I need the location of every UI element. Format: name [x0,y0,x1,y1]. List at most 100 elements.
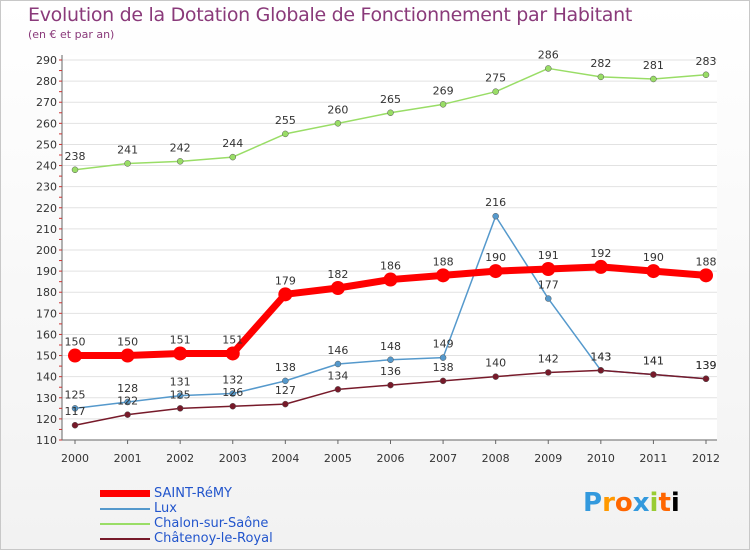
data-label: 238 [65,150,86,163]
data-label: 141 [643,355,664,368]
data-label: 242 [170,141,191,154]
y-tick-label: 130 [36,392,57,405]
data-point [71,421,79,429]
data-label: 126 [222,386,243,399]
legend-label: Lux [154,501,177,516]
chart-subtitle: (en € et par an) [28,28,115,41]
data-point [597,73,605,81]
y-tick-label: 170 [36,307,57,320]
data-point [702,71,710,79]
legend-item: Châtenoy-le-Royal [100,531,273,546]
y-tick-label: 110 [36,434,57,447]
data-label: 286 [538,48,559,61]
x-tick-label: 2005 [324,452,352,465]
data-label: 134 [327,369,348,382]
data-point [334,386,342,393]
data-label: 148 [380,340,401,353]
x-tick-label: 2007 [429,452,457,465]
data-point [176,158,184,165]
data-point [439,354,447,361]
legend-swatch [100,490,150,497]
data-point [699,268,713,283]
data-point [71,405,79,412]
data-label: 269 [433,84,454,97]
data-label: 149 [433,338,454,351]
y-tick-label: 120 [36,413,57,426]
data-point [173,346,188,361]
data-point [545,295,552,302]
x-tick-label: 2000 [61,452,89,465]
data-point [702,375,710,383]
data-label: 182 [327,268,348,281]
data-label: 150 [117,336,138,349]
data-label: 275 [485,72,506,85]
data-label: 188 [433,255,454,268]
data-point [488,264,503,279]
data-point [387,356,394,364]
legend-label: Chalon-sur-Saône [154,516,269,531]
legend-item: SAINT-RéMY [100,486,273,501]
data-label: 282 [590,57,611,70]
y-tick-label: 240 [36,160,57,173]
data-point [593,259,608,274]
data-label: 136 [380,365,401,378]
data-point [225,346,240,361]
y-tick-label: 210 [36,223,57,236]
data-point [492,373,499,380]
data-label: 191 [538,249,559,262]
data-point [68,348,82,363]
data-point [387,381,394,389]
data-label: 151 [170,333,191,346]
data-point [439,377,447,385]
data-point [282,130,289,138]
data-point [282,400,289,408]
data-label: 125 [170,388,191,401]
data-label: 241 [117,143,138,156]
data-point [436,268,451,283]
data-point [334,120,342,127]
y-tick-label: 290 [36,54,57,67]
data-label: 139 [696,359,717,372]
y-tick-label: 270 [36,96,57,109]
data-point [176,405,184,412]
legend-label: SAINT-RéMY [154,486,232,501]
data-point [229,390,236,397]
data-label: 188 [696,255,717,268]
data-label: 150 [65,336,86,349]
x-tick-label: 2003 [219,452,247,465]
x-tick-label: 2012 [692,452,720,465]
proxiti-logo: Proxiti [583,488,680,518]
data-label: 186 [380,260,401,273]
data-point [439,101,447,108]
legend-swatch [100,507,150,510]
legend-item: Chalon-sur-Saône [100,516,273,531]
data-label: 190 [485,251,506,264]
data-point [229,153,236,161]
data-point [124,160,131,167]
data-label: 122 [117,395,138,408]
data-point [492,212,499,220]
y-tick-label: 220 [36,202,57,215]
y-tick-label: 190 [36,265,57,278]
data-label: 143 [590,350,611,363]
y-tick-label: 280 [36,75,57,88]
data-label: 260 [327,103,348,116]
data-point [278,287,293,302]
data-label: 179 [275,274,296,287]
data-point [229,402,236,410]
y-tick-label: 160 [36,328,57,341]
data-point [334,360,342,368]
y-tick-label: 140 [36,371,57,384]
data-point [492,88,499,95]
data-label: 244 [222,137,243,150]
y-tick-label: 200 [36,244,57,257]
data-label: 192 [590,247,611,260]
data-label: 138 [275,361,296,374]
chart-legend: SAINT-RéMY Lux Chalon-sur-Saône Châtenoy-le… [100,486,273,546]
x-tick-label: 2008 [482,452,510,465]
data-label: 128 [117,382,138,395]
x-tick-label: 2002 [166,452,194,465]
data-point [650,371,657,378]
x-tick-label: 2006 [377,452,405,465]
